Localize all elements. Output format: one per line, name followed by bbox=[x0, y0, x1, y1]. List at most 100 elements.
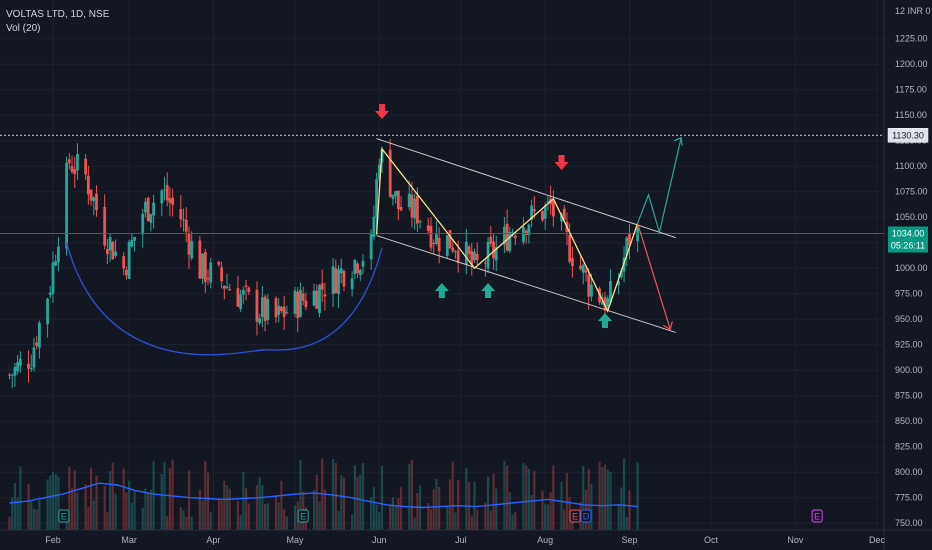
drawings[interactable] bbox=[0, 104, 884, 356]
candle-body bbox=[551, 200, 555, 217]
candle-body bbox=[581, 265, 585, 273]
time-axis[interactable]: Feb Mar Apr May Jun Jul Aug Sep Oct Nov Dec bbox=[45, 535, 885, 545]
candle-body bbox=[331, 266, 335, 294]
volume-bar bbox=[476, 509, 479, 530]
volume-bar bbox=[323, 489, 327, 530]
candle-body bbox=[568, 234, 572, 262]
candle-body bbox=[473, 251, 476, 261]
volume-bar bbox=[470, 516, 473, 530]
volume-indicator-label[interactable]: Vol (20) bbox=[6, 23, 41, 34]
volume-bar bbox=[337, 510, 340, 530]
candle-body bbox=[46, 298, 49, 325]
volume-bar bbox=[201, 500, 204, 530]
volume-bar bbox=[293, 505, 297, 530]
volume-bar bbox=[13, 483, 17, 530]
candle-body bbox=[285, 312, 289, 314]
last-price-text: 1034.00 bbox=[892, 229, 925, 239]
candle-body bbox=[144, 201, 147, 213]
candle-body bbox=[247, 287, 251, 292]
symbol-title[interactable]: VOLTAS LTD, 1D, NSE bbox=[6, 9, 110, 20]
candle-body bbox=[258, 318, 262, 324]
candle-body bbox=[543, 205, 547, 219]
price-tick-label: 900.00 bbox=[895, 365, 923, 375]
volume-bar bbox=[266, 503, 269, 530]
volume-bar bbox=[541, 490, 544, 530]
candle-body bbox=[375, 179, 378, 218]
volume-bar bbox=[508, 492, 511, 530]
candle-body bbox=[546, 201, 550, 203]
volume-bar bbox=[220, 500, 223, 530]
candle-body bbox=[152, 202, 156, 216]
candle-body bbox=[48, 292, 52, 295]
candle-body bbox=[18, 359, 22, 366]
candle-body bbox=[437, 237, 441, 252]
volume-bar bbox=[454, 512, 457, 530]
volume-bar bbox=[57, 476, 60, 530]
candle-body bbox=[320, 283, 324, 290]
currency-label[interactable]: 12 INR 0 bbox=[895, 6, 931, 16]
volume-bar bbox=[565, 472, 569, 530]
volume-bar bbox=[359, 474, 362, 530]
candle-body bbox=[361, 260, 365, 267]
volume-bar bbox=[465, 468, 468, 530]
volume-bar bbox=[70, 487, 74, 530]
candle-body bbox=[304, 300, 308, 307]
candle-body bbox=[38, 322, 41, 348]
price-tick-label: 875.00 bbox=[895, 391, 923, 401]
candle-body bbox=[65, 162, 68, 249]
signal-arrow-down-icon bbox=[554, 155, 569, 170]
candle-body bbox=[388, 149, 392, 197]
candle-body bbox=[29, 368, 33, 370]
candle-body bbox=[396, 190, 400, 209]
candle-body bbox=[530, 205, 533, 220]
time-tick-label: Aug bbox=[537, 535, 553, 545]
volume-bar bbox=[413, 517, 416, 530]
candle-body bbox=[527, 224, 531, 235]
volume-bar bbox=[283, 509, 286, 530]
candle-body bbox=[16, 362, 20, 372]
signal-arrow-up-icon bbox=[434, 283, 449, 298]
candle-body bbox=[609, 281, 612, 303]
volume-bar bbox=[361, 463, 365, 530]
volume-bar bbox=[378, 511, 381, 530]
candle-body bbox=[282, 306, 286, 317]
candle-body bbox=[67, 159, 71, 164]
volume-bar bbox=[95, 475, 98, 530]
volume-bar bbox=[225, 485, 229, 530]
cup-arc bbox=[65, 242, 383, 356]
candle-body bbox=[89, 189, 93, 201]
volume-bar bbox=[11, 497, 14, 530]
volume-bar bbox=[492, 473, 495, 530]
candle-body bbox=[603, 297, 607, 311]
candle-body bbox=[84, 158, 88, 175]
volume-bar bbox=[106, 512, 109, 530]
volume-bar bbox=[30, 500, 33, 530]
candle-body bbox=[410, 194, 414, 218]
volume-bar bbox=[489, 511, 492, 530]
candle-body bbox=[356, 263, 359, 274]
candle-body bbox=[312, 290, 316, 306]
volume-bar bbox=[152, 461, 155, 530]
volume-bar bbox=[544, 504, 547, 530]
volume-bar bbox=[590, 483, 593, 530]
volume-bar bbox=[223, 480, 226, 530]
volume-bar bbox=[228, 488, 231, 530]
price-axis-bg[interactable] bbox=[884, 0, 932, 530]
volume-bar bbox=[625, 517, 628, 530]
volume-bar bbox=[312, 489, 316, 530]
candle-body bbox=[394, 191, 398, 197]
candle-body bbox=[203, 252, 207, 283]
candle-body bbox=[489, 236, 493, 244]
candle-body bbox=[318, 285, 321, 313]
volume-bar bbox=[149, 489, 152, 530]
volume-bar bbox=[242, 471, 245, 530]
time-tick-label: Jun bbox=[372, 535, 387, 545]
volume-bar bbox=[68, 466, 71, 530]
candle-body bbox=[505, 223, 509, 251]
volume-bar bbox=[353, 464, 356, 530]
volume-bar bbox=[217, 498, 220, 530]
volume-bar bbox=[258, 477, 261, 530]
candle-body bbox=[513, 235, 517, 239]
